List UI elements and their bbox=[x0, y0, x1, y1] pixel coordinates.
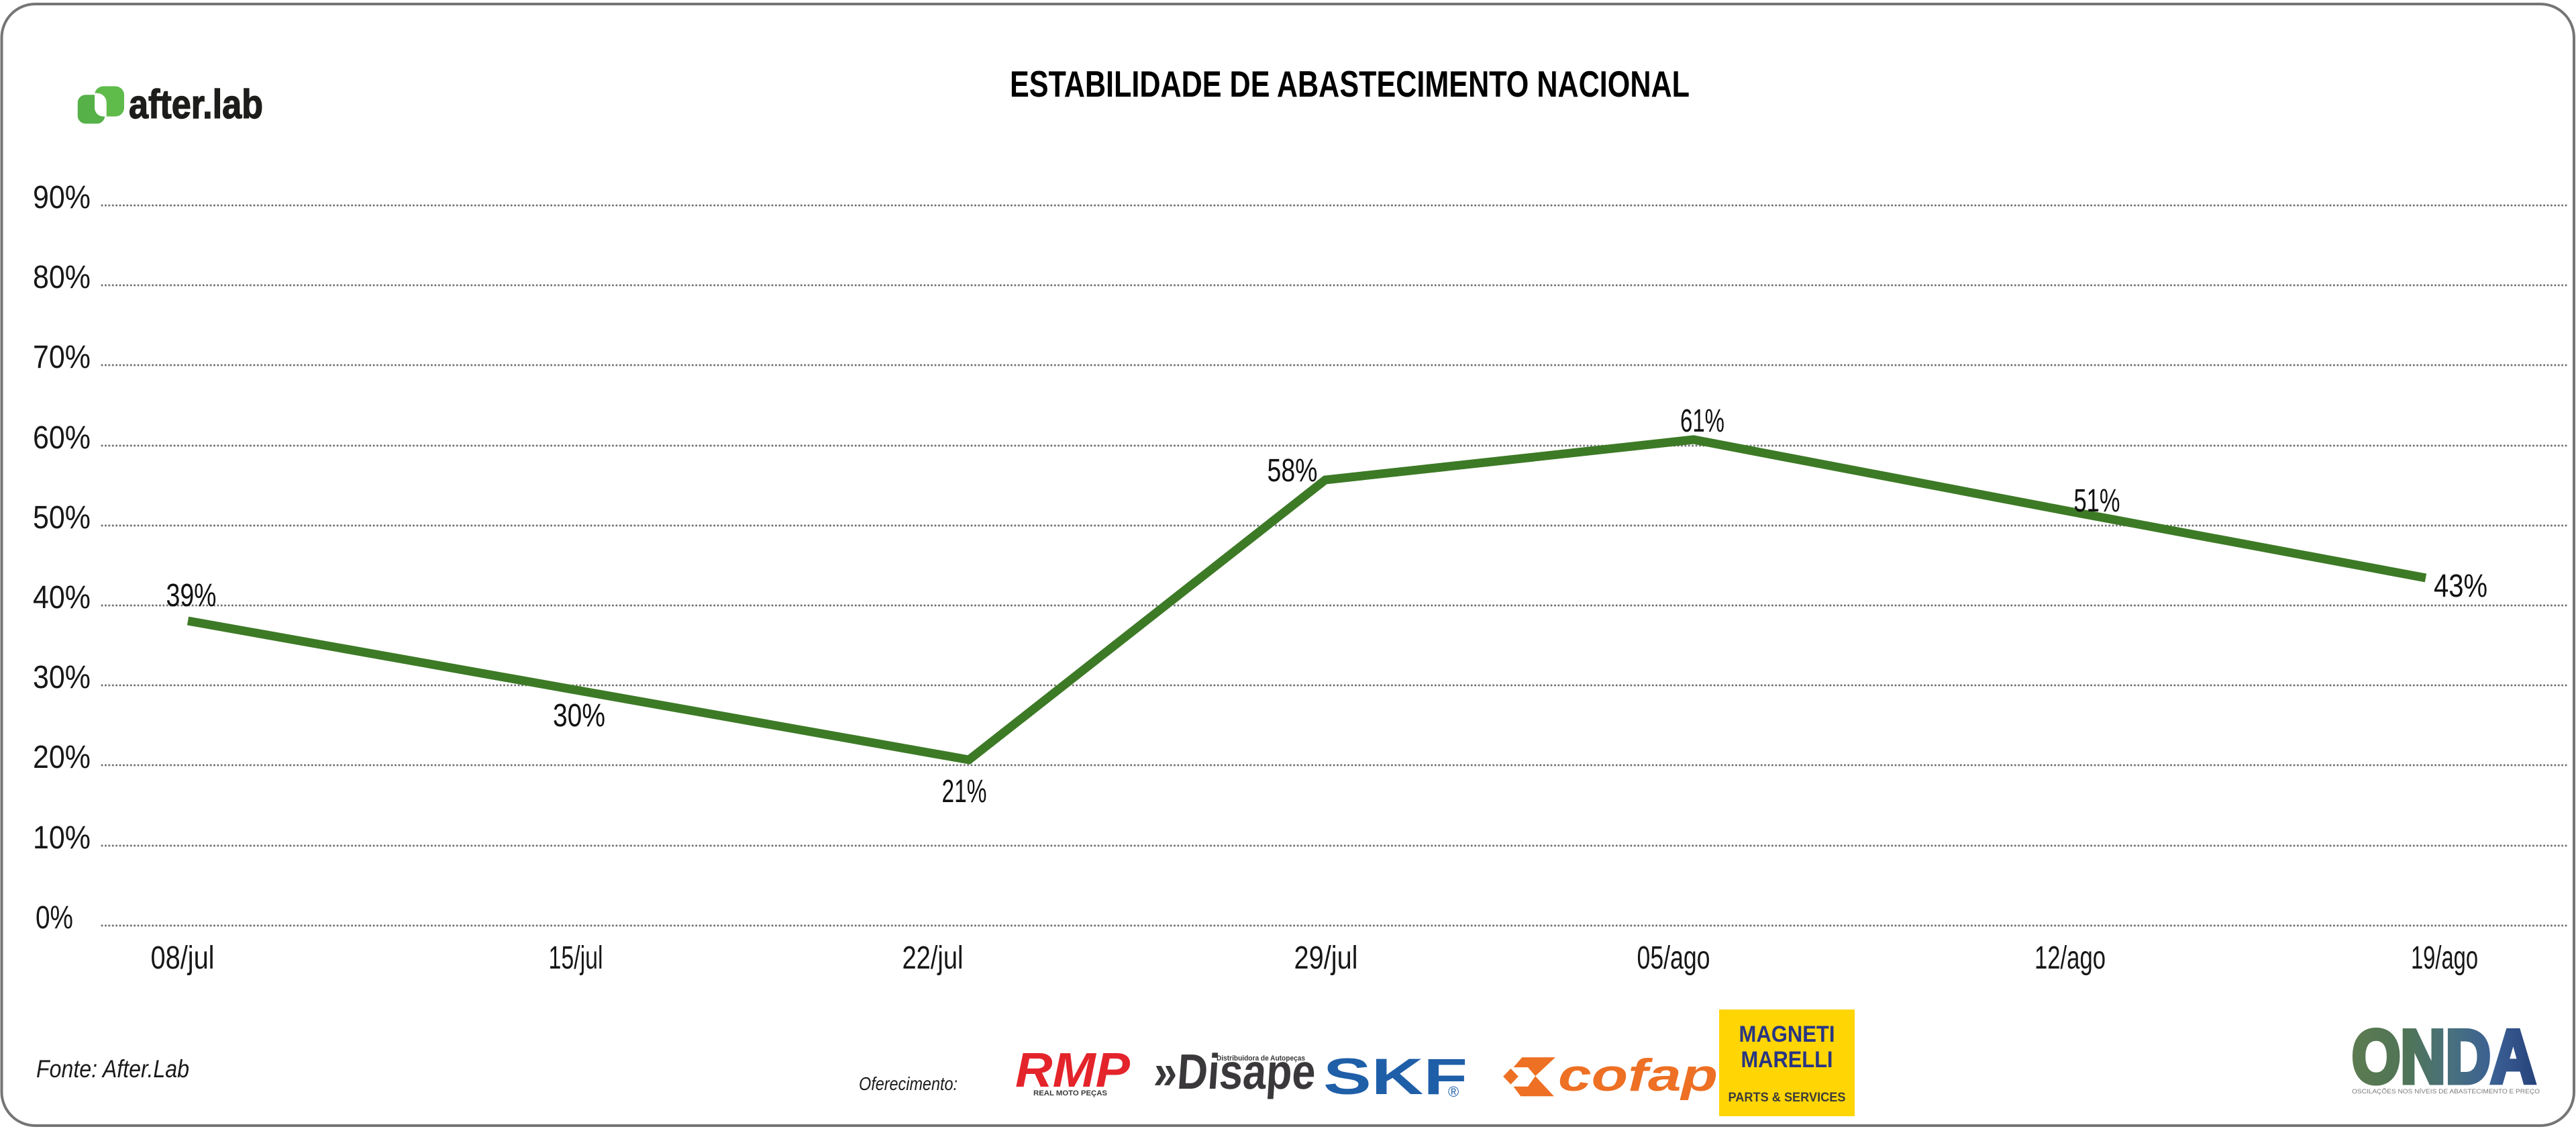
svg-text:39%: 39% bbox=[166, 578, 217, 613]
svg-text:29/jul: 29/jul bbox=[1294, 940, 1358, 976]
svg-text:21%: 21% bbox=[942, 774, 987, 809]
svg-text:80%: 80% bbox=[33, 260, 91, 295]
svg-text:after.lab: after.lab bbox=[129, 82, 263, 127]
svg-text:58%: 58% bbox=[1268, 453, 1318, 489]
svg-text:0%: 0% bbox=[36, 900, 73, 936]
svg-text:MAGNETI: MAGNETI bbox=[1739, 1022, 1835, 1047]
svg-text:40%: 40% bbox=[33, 580, 91, 615]
svg-text:12/ago: 12/ago bbox=[2034, 940, 2106, 976]
svg-text:Distribuidora de Autopeças: Distribuidora de Autopeças bbox=[1217, 1054, 1305, 1063]
svg-text:05/ago: 05/ago bbox=[1637, 940, 1710, 976]
svg-text:22/jul: 22/jul bbox=[903, 940, 964, 976]
svg-text:43%: 43% bbox=[2434, 569, 2487, 604]
svg-text:50%: 50% bbox=[33, 500, 91, 536]
svg-text:19/ago: 19/ago bbox=[2411, 940, 2478, 976]
svg-text:70%: 70% bbox=[33, 340, 91, 375]
svg-text:RMP: RMP bbox=[1015, 1044, 1131, 1097]
svg-text:15/jul: 15/jul bbox=[549, 940, 603, 976]
svg-text:30%: 30% bbox=[33, 660, 91, 695]
svg-text:30%: 30% bbox=[553, 698, 605, 734]
svg-text:PARTS & SERVICES: PARTS & SERVICES bbox=[1729, 1091, 1846, 1105]
svg-text:OSCILAÇÕES NOS NÍVEIS DE ABAST: OSCILAÇÕES NOS NÍVEIS DE ABASTECIMENTO E… bbox=[2352, 1088, 2540, 1095]
svg-text:60%: 60% bbox=[33, 420, 91, 456]
svg-text:cofap: cofap bbox=[1558, 1050, 1718, 1101]
svg-text:MARELLI: MARELLI bbox=[1741, 1047, 1833, 1073]
svg-text:20%: 20% bbox=[33, 740, 91, 775]
svg-text:»Disape: »Disape bbox=[1152, 1044, 1318, 1099]
svg-text:Oferecimento:: Oferecimento: bbox=[859, 1073, 958, 1094]
svg-text:90%: 90% bbox=[33, 180, 91, 215]
svg-text:10%: 10% bbox=[33, 820, 91, 856]
svg-text:®: ® bbox=[1448, 1083, 1459, 1100]
svg-text:ESTABILIDADE DE ABASTECIMENTO: ESTABILIDADE DE ABASTECIMENTO NACIONAL bbox=[1010, 63, 1690, 105]
svg-text:Fonte: After.Lab: Fonte: After.Lab bbox=[36, 1055, 189, 1083]
svg-text:08/jul: 08/jul bbox=[151, 940, 215, 976]
svg-text:61%: 61% bbox=[1680, 403, 1724, 439]
svg-text:REAL MOTO PEÇAS: REAL MOTO PEÇAS bbox=[1033, 1089, 1107, 1097]
svg-text:ONDA: ONDA bbox=[2352, 1015, 2536, 1099]
svg-text:51%: 51% bbox=[2074, 483, 2120, 519]
svg-text:SKF: SKF bbox=[1323, 1048, 1467, 1105]
